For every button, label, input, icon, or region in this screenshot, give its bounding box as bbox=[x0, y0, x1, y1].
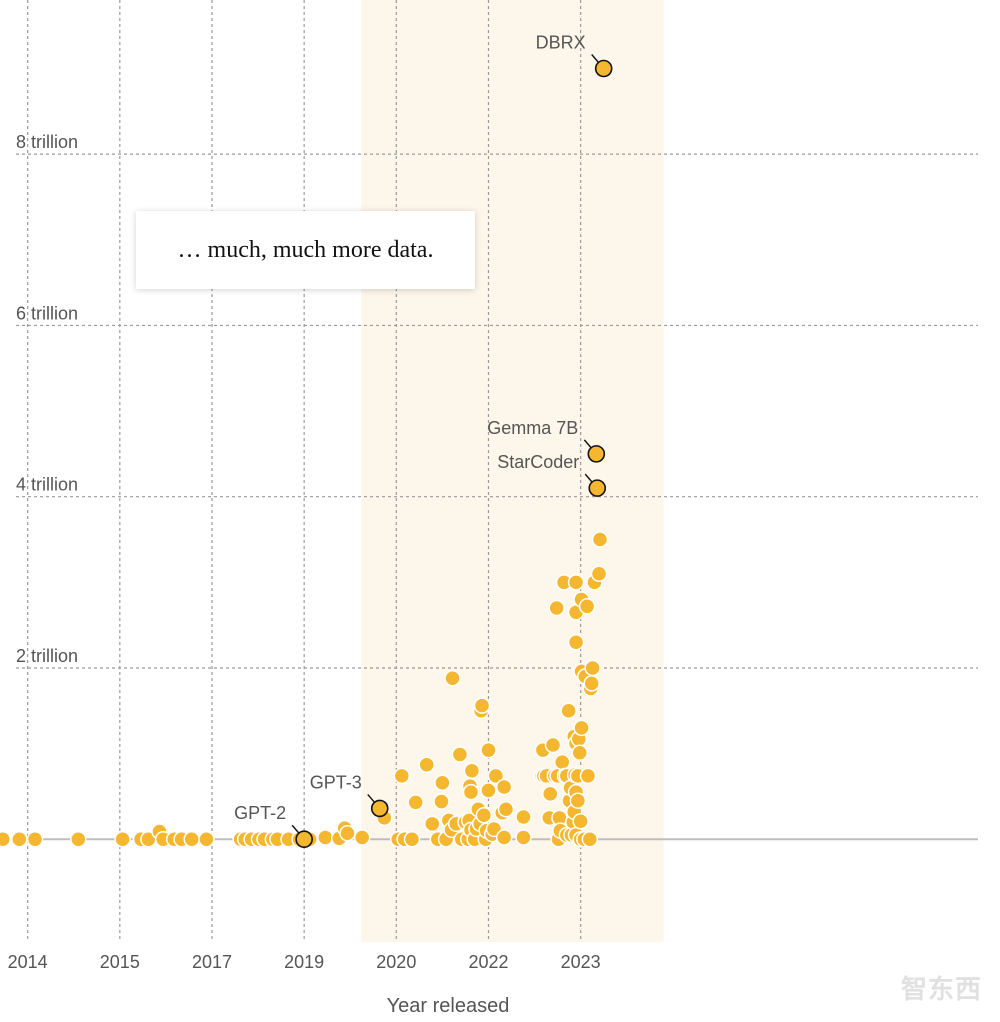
data-point bbox=[487, 767, 505, 785]
data-point bbox=[495, 829, 513, 846]
data-point bbox=[473, 697, 491, 714]
data-point bbox=[403, 830, 421, 848]
data-point bbox=[463, 762, 481, 779]
data-point bbox=[475, 807, 493, 824]
data-point bbox=[393, 767, 411, 785]
data-point bbox=[26, 830, 44, 848]
annotation-label: GPT-3 bbox=[310, 772, 362, 792]
x-tick-label: 2014 bbox=[8, 952, 48, 972]
y-tick-label: 8 trillion bbox=[16, 132, 78, 152]
data-point bbox=[571, 744, 588, 761]
data-point bbox=[548, 599, 565, 617]
x-tick-label: 2017 bbox=[192, 952, 232, 972]
data-point bbox=[433, 793, 450, 810]
y-tick-label: 2 trillion bbox=[16, 646, 78, 666]
x-tick-label: 2019 bbox=[284, 952, 324, 972]
data-point bbox=[183, 830, 200, 848]
data-point bbox=[407, 794, 424, 811]
data-point bbox=[70, 830, 87, 848]
data-point bbox=[114, 830, 131, 848]
data-point bbox=[0, 830, 12, 848]
highlighted-point bbox=[370, 799, 389, 818]
data-point bbox=[353, 829, 371, 846]
data-point bbox=[434, 774, 451, 791]
x-tick-label: 2020 bbox=[376, 952, 416, 972]
watermark-logo: 智东西 bbox=[900, 975, 982, 1005]
data-point bbox=[541, 785, 559, 803]
data-point bbox=[198, 830, 215, 848]
data-point bbox=[515, 808, 532, 826]
data-point bbox=[451, 746, 469, 763]
data-point bbox=[480, 782, 497, 799]
data-point bbox=[572, 813, 589, 830]
x-tick-label: 2015 bbox=[100, 952, 140, 972]
data-point bbox=[495, 778, 513, 796]
highlighted-point bbox=[295, 830, 313, 849]
data-point bbox=[584, 659, 601, 677]
y-tick-label: 4 trillion bbox=[16, 475, 78, 495]
annotation-label: StarCoder bbox=[497, 452, 579, 472]
highlighted-point bbox=[587, 445, 606, 463]
y-tick-label: 6 trillion bbox=[16, 303, 78, 323]
callout-box: … much, much more data. bbox=[136, 211, 475, 289]
data-point bbox=[567, 634, 585, 651]
data-point bbox=[424, 815, 441, 833]
data-point bbox=[560, 702, 577, 720]
callout-text: … much, much more data. bbox=[177, 236, 434, 263]
data-point bbox=[567, 574, 585, 591]
data-point bbox=[11, 830, 28, 848]
annotation-label: GPT-2 bbox=[234, 803, 286, 823]
data-point bbox=[573, 719, 590, 737]
shaded-region bbox=[361, 0, 664, 942]
data-point bbox=[317, 829, 334, 846]
data-point bbox=[590, 565, 608, 583]
data-point bbox=[462, 783, 480, 801]
data-point bbox=[480, 741, 497, 759]
data-point bbox=[553, 753, 571, 771]
x-tick-label: 2023 bbox=[561, 952, 601, 972]
highlighted-point bbox=[594, 59, 613, 78]
annotation-label: DBRX bbox=[536, 33, 586, 53]
data-point bbox=[579, 767, 597, 785]
data-point bbox=[544, 736, 562, 754]
data-point bbox=[569, 792, 587, 809]
data-point bbox=[418, 756, 435, 773]
data-point bbox=[591, 531, 609, 548]
data-point bbox=[581, 830, 599, 848]
annotation-label: Gemma 7B bbox=[487, 418, 578, 438]
data-point bbox=[515, 829, 532, 846]
data-point bbox=[339, 824, 356, 842]
x-tick-label: 2022 bbox=[468, 952, 508, 972]
highlighted-point bbox=[588, 479, 607, 497]
data-point bbox=[578, 598, 596, 615]
x-axis-title: Year released bbox=[387, 995, 510, 1017]
data-point bbox=[444, 669, 461, 687]
data-point bbox=[497, 801, 515, 818]
data-point bbox=[583, 675, 600, 692]
